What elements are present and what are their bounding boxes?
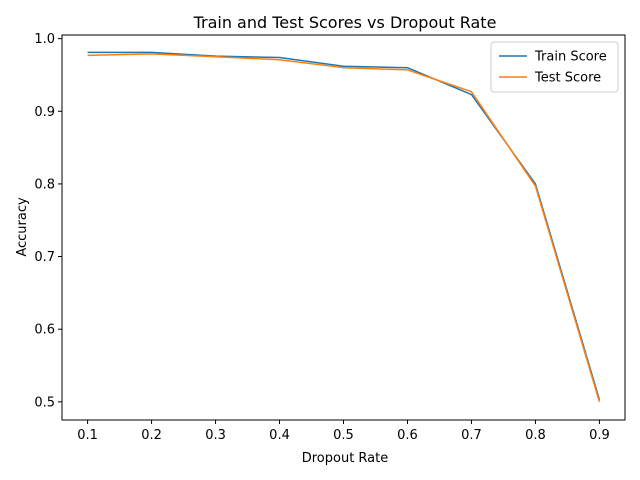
x-tick-label: 0.7 xyxy=(461,428,482,443)
x-axis-label: Dropout Rate xyxy=(302,451,389,466)
x-tick-label: 0.1 xyxy=(77,428,98,443)
plot-frame xyxy=(61,34,626,421)
series-layer xyxy=(87,51,601,403)
chart-title: Train and Test Scores vs Dropout Rate xyxy=(193,13,497,32)
x-tick-label: 0.9 xyxy=(589,428,610,443)
y-axis-label: Accuracy xyxy=(15,197,30,257)
y-tick-label: 1.0 xyxy=(34,32,55,47)
y-axis: 0.5 0.6 0.7 0.8 0.9 1.0 xyxy=(34,32,62,410)
x-tick-label: 0.6 xyxy=(397,428,418,443)
x-tick-label: 0.4 xyxy=(269,428,290,443)
x-axis: 0.1 0.2 0.3 0.4 0.5 0.6 0.7 0.8 0.9 xyxy=(77,420,610,443)
y-tick-label: 0.7 xyxy=(34,250,55,265)
y-tick-label: 0.5 xyxy=(34,395,55,410)
plot-area xyxy=(61,34,626,421)
legend-label-train-score: Train Score xyxy=(534,50,607,65)
series-line-test-score xyxy=(87,53,601,403)
x-tick-label: 0.8 xyxy=(525,428,546,443)
series-line-train-score xyxy=(87,51,601,400)
legend: Train Score Test Score xyxy=(490,41,619,93)
x-tick-label: 0.3 xyxy=(205,428,226,443)
y-tick-label: 0.8 xyxy=(34,177,55,192)
legend-frame xyxy=(490,41,619,93)
x-tick-label: 0.5 xyxy=(333,428,354,443)
legend-label-test-score: Test Score xyxy=(534,71,601,86)
y-tick-label: 0.9 xyxy=(34,105,55,120)
x-tick-label: 0.2 xyxy=(141,428,162,443)
y-tick-label: 0.6 xyxy=(34,323,55,338)
